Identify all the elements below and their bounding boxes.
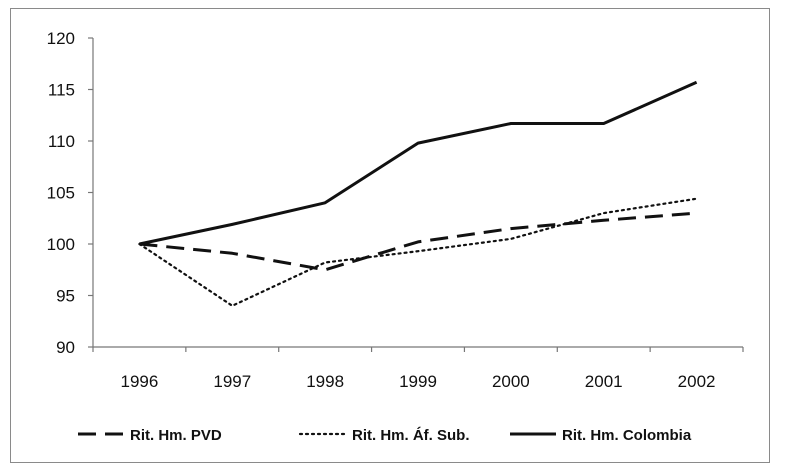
x-tick-label: 2001 xyxy=(585,372,623,391)
x-axis-ticks: 1996 1997 1998 1999 2000 2001 2002 xyxy=(92,347,744,391)
x-tick-label: 1998 xyxy=(306,372,344,391)
y-tick-label: 115 xyxy=(48,81,75,100)
y-tick-label: 110 xyxy=(48,132,75,151)
x-tick-label: 2000 xyxy=(492,372,530,391)
chart-frame xyxy=(10,8,770,463)
y-tick-label: 100 xyxy=(47,235,75,254)
legend-label-2: Rit. Hm. Áf. Sub. xyxy=(352,427,470,444)
series-lines xyxy=(138,80,698,307)
x-tick-label: 2002 xyxy=(678,372,716,391)
legend-label-3: Rit. Hm. Colombia xyxy=(562,427,692,444)
x-tick-label: 1996 xyxy=(121,372,159,391)
series-line-3 xyxy=(139,80,698,246)
series-line-2 xyxy=(138,197,698,307)
series-line-1 xyxy=(139,211,697,272)
x-tick-label: 1997 xyxy=(213,372,251,391)
x-tick-label: 1999 xyxy=(399,372,437,391)
y-tick-label: 95 xyxy=(56,287,75,306)
y-tick-label: 105 xyxy=(47,184,75,203)
legend: Rit. Hm. PVD Rit. Hm. Áf. Sub. Rit. Hm. Co… xyxy=(78,427,692,444)
y-tick-label: 120 xyxy=(47,29,75,48)
legend-label-1: Rit. Hm. PVD xyxy=(130,427,222,444)
axes xyxy=(92,38,743,348)
y-tick-label: 90 xyxy=(56,338,75,357)
y-axis-ticks: 90 95 100 105 110 115 120 xyxy=(47,29,93,357)
